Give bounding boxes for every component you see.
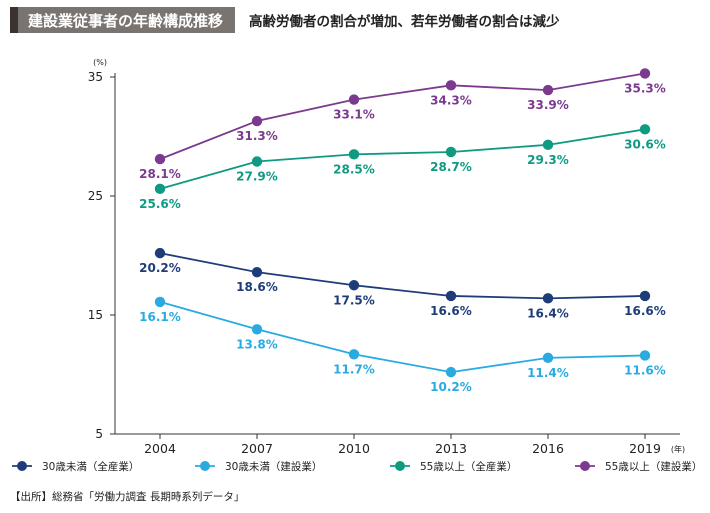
- legend-item: 55歳以上（建設業）: [575, 460, 702, 473]
- data-label: 20.2%: [139, 261, 181, 275]
- data-label: 17.5%: [333, 293, 375, 307]
- series-line: [159, 301, 646, 374]
- data-label: 33.9%: [527, 98, 569, 112]
- legend-marker: [580, 461, 590, 471]
- data-label: 10.2%: [430, 380, 472, 394]
- series-1: 20.2% 18.6% 17.5% 16.6% 16.4% 16.6%: [139, 247, 666, 320]
- data-label: 25.6%: [139, 197, 181, 211]
- chart-title: 建設業従事者の年齢構成推移: [28, 11, 224, 30]
- data-point: [251, 324, 263, 335]
- data-label: 28.1%: [139, 167, 181, 181]
- legend-label: 55歳以上（全産業）: [420, 460, 517, 473]
- series-2: 16.1% 13.8% 11.7% 10.2% 11.4% 11.6%: [139, 296, 666, 394]
- data-label: 34.3%: [430, 93, 472, 107]
- data-point: [251, 115, 263, 127]
- data-label: 13.8%: [236, 337, 278, 351]
- data-label: 16.6%: [430, 304, 472, 318]
- series-4: 28.1% 31.3% 33.1% 34.3% 33.9% 35.3%: [139, 68, 666, 181]
- data-label: 28.7%: [430, 160, 472, 174]
- y-tick-label: 15: [88, 308, 103, 322]
- data-label: 27.9%: [236, 169, 278, 183]
- data-point: [542, 84, 554, 96]
- data-point: [445, 146, 457, 158]
- x-tick-label: 2019: [629, 441, 661, 456]
- series-line: [159, 72, 646, 160]
- title-accent-bar: [10, 7, 18, 33]
- y-tick-label: 5: [95, 427, 103, 441]
- data-label: 11.6%: [624, 363, 666, 377]
- data-label: 30.6%: [624, 137, 666, 151]
- legend-item: 55歳以上（全産業）: [390, 460, 517, 473]
- data-point: [639, 350, 651, 361]
- chart-header: 建設業従事者の年齢構成推移 高齢労働者の割合が増加、若年労働者の割合は減少: [10, 7, 560, 33]
- title-box: 建設業従事者の年齢構成推移: [10, 7, 236, 33]
- legend-marker: [17, 461, 27, 471]
- y-tick-label: 35: [88, 70, 103, 84]
- legend-item: 30歳未満（建設業）: [195, 460, 322, 473]
- data-label: 33.1%: [333, 108, 375, 122]
- data-point: [542, 139, 554, 151]
- series-3: 25.6% 27.9% 28.5% 28.7% 29.3% 30.6%: [139, 124, 666, 211]
- data-point: [445, 366, 457, 378]
- data-label: 11.7%: [333, 362, 375, 376]
- data-label: 31.3%: [236, 129, 278, 143]
- data-point: [542, 293, 554, 304]
- chart-legend: 30歳未満（全産業） 30歳未満（建設業） 55歳以上（全産業） 55歳以上（建設業）: [12, 460, 702, 473]
- y-unit-label: (%): [93, 58, 107, 67]
- data-point: [639, 124, 651, 135]
- data-point: [154, 153, 166, 165]
- chart-subtitle: 高齢労働者の割合が増加、若年労働者の割合は減少: [249, 14, 560, 30]
- data-label: 35.3%: [624, 81, 666, 95]
- series-line: [159, 252, 646, 300]
- series-line: [159, 128, 646, 190]
- data-point: [348, 280, 360, 291]
- data-label: 18.6%: [236, 280, 278, 294]
- data-point: [348, 149, 360, 160]
- data-point: [154, 183, 166, 195]
- data-point: [639, 290, 651, 302]
- data-label: 11.4%: [527, 366, 569, 380]
- x-tick-label: 2016: [532, 441, 564, 456]
- legend-item: 30歳未満（全産業）: [12, 460, 139, 473]
- data-point: [445, 290, 457, 302]
- legend-marker: [395, 461, 405, 471]
- data-label: 16.6%: [624, 304, 666, 318]
- data-point: [251, 156, 263, 167]
- data-label: 16.4%: [527, 306, 569, 320]
- series-layer: 20.2% 18.6% 17.5% 16.6% 16.4% 16.6% 16.1% 13.8%…: [139, 68, 666, 394]
- data-point: [445, 80, 457, 91]
- source-note: 【出所】総務省「労働力調査 長期時系列データ」: [10, 491, 245, 503]
- x-tick-label: 2004: [144, 441, 176, 456]
- x-tick-label: 2013: [435, 441, 467, 456]
- x-unit-label: (年): [671, 444, 685, 454]
- data-point: [639, 68, 651, 79]
- y-tick-label: 25: [88, 189, 103, 203]
- data-label: 28.5%: [333, 162, 375, 176]
- data-point: [348, 349, 360, 360]
- data-point: [154, 296, 166, 308]
- legend-label: 55歳以上（建設業）: [605, 460, 702, 473]
- data-point: [154, 247, 166, 259]
- data-label: 16.1%: [139, 310, 181, 324]
- data-point: [542, 352, 554, 364]
- data-point: [348, 94, 360, 105]
- legend-marker: [200, 461, 210, 471]
- chart-axes: 5 15 25 35 (%) 2004 2007 2010 2013 2016 2019 (年): [88, 58, 685, 456]
- x-tick-label: 2010: [338, 441, 370, 456]
- data-point: [251, 266, 263, 278]
- legend-label: 30歳未満（建設業）: [225, 460, 322, 473]
- legend-label: 30歳未満（全産業）: [42, 460, 139, 473]
- x-tick-label: 2007: [241, 441, 273, 456]
- data-label: 29.3%: [527, 153, 569, 167]
